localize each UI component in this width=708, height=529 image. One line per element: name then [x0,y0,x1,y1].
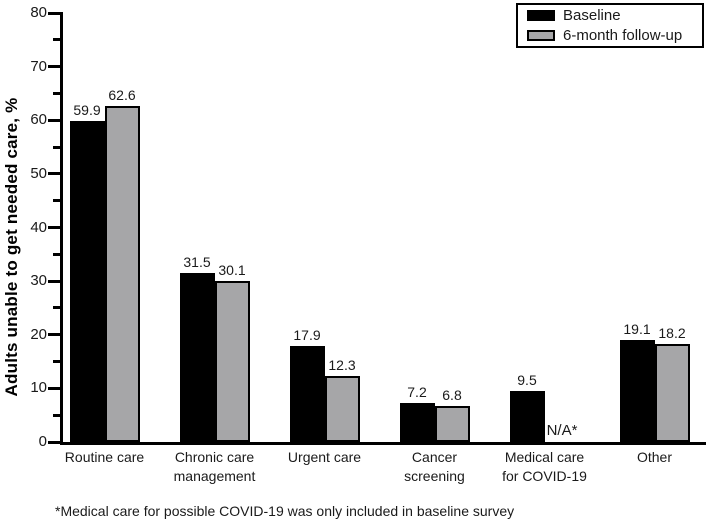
legend-item-baseline: Baseline [527,7,702,24]
legend-swatch-baseline-icon [527,10,555,22]
y-tick-label: 40 [30,218,47,236]
bar-baseline [619,339,655,442]
x-category-label: Other [636,449,672,465]
y-major-tick [48,279,60,283]
y-minor-tick [53,38,60,42]
y-minor-tick [53,413,60,417]
y-tick-label: 0 [38,433,47,450]
legend: Baseline 6-month follow-up [516,3,704,48]
value-label: 17.9 [293,327,321,343]
x-category-label: Chronic care management [173,449,256,484]
value-label: 31.5 [183,254,211,271]
y-major-tick [48,333,60,337]
y-major-tick [48,440,60,444]
x-category-label: Routine care [64,449,145,465]
x-category-label: Urgent care [287,449,362,465]
value-label: 30.1 [218,261,246,278]
bar-followup [324,376,360,442]
y-major-tick [48,118,60,122]
y-minor-tick [53,252,60,256]
value-label: 6.8 [442,386,462,403]
bar-followup [104,106,140,442]
value-label: 12.3 [328,357,356,374]
value-label: 18.2 [658,325,686,342]
y-tick-label: 20 [30,325,47,343]
legend-item-followup: 6-month follow-up [527,27,702,44]
y-major-tick [48,65,60,69]
bar-baseline [69,120,105,442]
legend-label-baseline: Baseline [563,7,621,25]
value-label: 9.5 [517,372,537,389]
value-label: 59.9 [73,101,101,118]
y-minor-tick [53,145,60,149]
bar-followup [434,405,470,442]
legend-label-followup: 6-month follow-up [563,26,683,44]
y-minor-tick [53,199,60,203]
y-major-tick [48,386,60,390]
y-tick-label: 80 [30,4,47,21]
value-label: 7.2 [407,384,427,401]
y-minor-tick [53,306,60,310]
y-axis-line [60,11,63,445]
y-major-tick [48,226,60,229]
bar-baseline [509,391,545,442]
x-axis-line [60,442,706,445]
y-tick-label: 70 [30,57,47,75]
bar-followup [214,280,250,442]
legend-swatch-followup-icon [527,29,555,41]
bar-baseline [399,403,435,442]
y-tick-label: 60 [30,111,47,129]
x-category-label: Cancer screening [404,449,465,484]
footnote: *Medical care for possible COVID-19 was … [55,503,515,519]
value-label: 19.1 [623,320,651,337]
y-major-tick [48,11,60,15]
bar-followup [654,344,690,442]
y-tick-label: 50 [30,164,47,182]
y-minor-tick [53,360,60,364]
x-category-label: Medical care for COVID-19 [502,449,587,484]
y-tick-label: 10 [30,379,47,397]
value-label: 62.6 [108,87,136,104]
y-minor-tick [53,91,60,95]
y-tick-label: 30 [30,272,47,290]
y-major-tick [48,172,60,176]
bar-baseline [289,346,325,442]
na-label: N/A* [546,422,578,439]
bar-baseline [179,273,215,442]
